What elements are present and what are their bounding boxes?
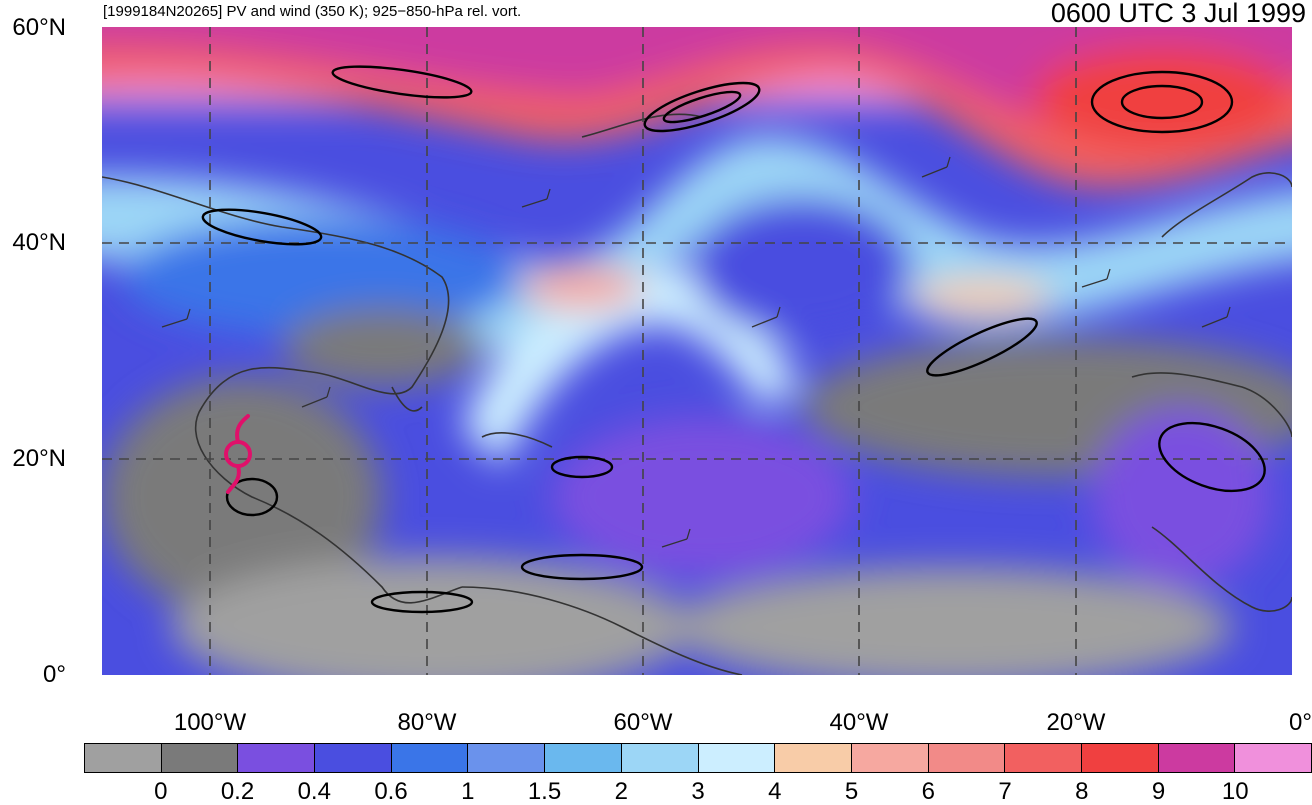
colorbar-tick-label: 5 bbox=[844, 778, 859, 805]
colorbar-swatch bbox=[85, 744, 162, 772]
colorbar-tick-label: 0.6 bbox=[374, 778, 408, 805]
colorbar-swatch bbox=[928, 744, 1006, 772]
colorbar bbox=[84, 743, 1312, 773]
colorbar-tick-label: 0.2 bbox=[220, 778, 255, 805]
colorbar-swatch bbox=[775, 744, 852, 772]
colorbar-tick-label: 3 bbox=[691, 778, 705, 805]
tropical-cyclone-symbol-icon bbox=[224, 414, 252, 494]
figure-title-left: [1999184N20265] PV and wind (350 K); 925… bbox=[103, 3, 522, 20]
colorbar-swatch bbox=[545, 744, 622, 772]
colorbar-swatch bbox=[315, 744, 392, 772]
colorbar-swatch bbox=[1158, 744, 1236, 772]
colorbar-tick-label: 6 bbox=[921, 778, 935, 805]
map-panel bbox=[102, 27, 1292, 675]
gridlines bbox=[102, 27, 1292, 675]
colorbar-tick-label: 4 bbox=[768, 778, 782, 805]
colorbar-tick-label: 9 bbox=[1151, 778, 1166, 805]
colorbar-swatch bbox=[698, 744, 776, 772]
lat-label-40n: 40°N bbox=[12, 229, 66, 256]
coastlines bbox=[102, 113, 1292, 675]
lat-label-0: 0° bbox=[43, 661, 66, 688]
colorbar-swatch bbox=[1005, 744, 1082, 772]
wind-barbs bbox=[161, 156, 1231, 548]
lon-label-20w: 20°W bbox=[1046, 709, 1106, 736]
figure-title-right: 0600 UTC 3 Jul 1999 bbox=[1050, 0, 1306, 28]
colorbar-swatch bbox=[1081, 744, 1159, 772]
lon-label-40w: 40°W bbox=[829, 709, 889, 736]
colorbar-swatch bbox=[391, 744, 469, 772]
colorbar-tick-label: 7 bbox=[998, 778, 1012, 805]
map-svg bbox=[102, 27, 1292, 675]
pv-field-shading bbox=[102, 27, 1292, 675]
lon-label-0: 0° bbox=[1289, 709, 1312, 736]
colorbar-tick-label: 8 bbox=[1075, 778, 1089, 805]
colorbar-tick-label: 1 bbox=[461, 778, 475, 805]
colorbar-tick-label: 0 bbox=[154, 778, 168, 805]
colorbar-tick-label: 2 bbox=[614, 778, 628, 805]
colorbar-tick-label: 10 bbox=[1221, 778, 1249, 805]
colorbar-swatch bbox=[238, 744, 316, 772]
lon-label-100w: 100°W bbox=[173, 709, 247, 736]
colorbar-swatch bbox=[1235, 744, 1311, 772]
lat-label-60n: 60°N bbox=[12, 14, 66, 41]
colorbar-swatch bbox=[851, 744, 929, 772]
lon-label-80w: 80°W bbox=[397, 709, 457, 736]
colorbar-swatch bbox=[161, 744, 239, 772]
colorbar-swatch bbox=[468, 744, 546, 772]
lon-label-60w: 60°W bbox=[613, 709, 673, 736]
colorbar-tick-label: 0.4 bbox=[297, 778, 331, 805]
colorbar-tick-label: 1.5 bbox=[527, 778, 562, 805]
colorbar-swatch bbox=[621, 744, 699, 772]
lat-label-20n: 20°N bbox=[12, 445, 66, 472]
vorticity-contours bbox=[201, 65, 1266, 614]
